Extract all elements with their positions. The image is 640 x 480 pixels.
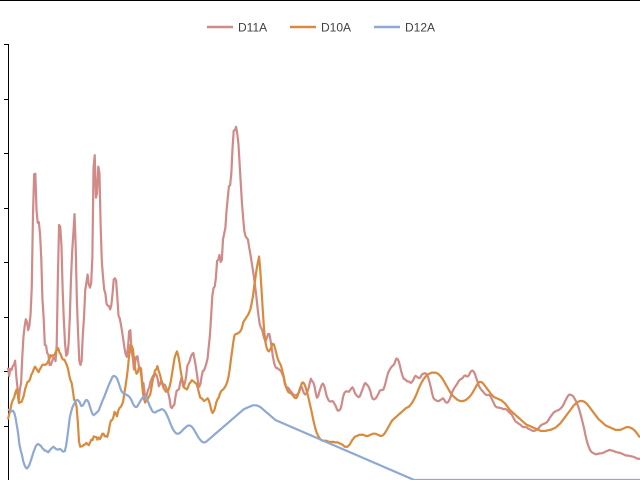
legend-item-d12a: D12A: [374, 21, 435, 35]
legend-label-d10a: D10A: [321, 21, 351, 35]
legend-item-d11a: D11A: [207, 21, 267, 35]
legend-label-d11a: D11A: [238, 21, 267, 35]
series-lines: [6, 125, 640, 480]
legend-item-d10a: D10A: [290, 21, 351, 35]
legend: D11A D10A D12A: [207, 21, 435, 35]
series-line-d12a: [7, 374, 640, 480]
series-line-d11a: [6, 125, 640, 460]
legend-label-d12a: D12A: [405, 21, 435, 35]
y-axis-ticks: [4, 44, 8, 427]
